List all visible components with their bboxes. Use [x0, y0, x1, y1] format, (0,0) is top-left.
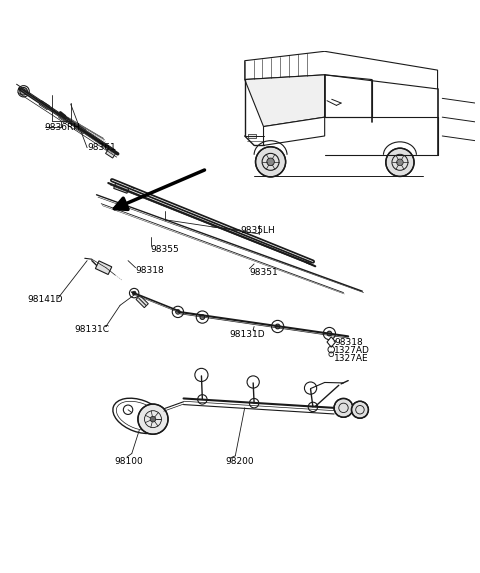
Ellipse shape — [116, 401, 161, 430]
Text: 98141D: 98141D — [27, 295, 63, 304]
Circle shape — [20, 88, 27, 95]
Circle shape — [386, 148, 414, 176]
Text: 1327AE: 1327AE — [334, 354, 369, 363]
Circle shape — [396, 159, 403, 166]
Text: 98361: 98361 — [87, 143, 116, 152]
Text: 98200: 98200 — [225, 457, 253, 466]
Circle shape — [132, 291, 136, 295]
Circle shape — [150, 417, 156, 422]
Text: 98351: 98351 — [250, 268, 278, 277]
Bar — [136, 296, 148, 308]
Bar — [106, 149, 116, 158]
Text: 98131D: 98131D — [229, 330, 265, 339]
Text: 98318: 98318 — [334, 339, 363, 347]
Ellipse shape — [113, 398, 165, 434]
Circle shape — [138, 404, 168, 434]
Polygon shape — [245, 52, 438, 89]
Bar — [39, 101, 49, 109]
Circle shape — [351, 401, 369, 418]
Circle shape — [334, 398, 353, 417]
Circle shape — [200, 315, 204, 319]
Text: 98318: 98318 — [135, 266, 164, 275]
Polygon shape — [264, 117, 324, 146]
Polygon shape — [327, 337, 336, 347]
Text: 98131C: 98131C — [74, 325, 109, 334]
Circle shape — [276, 324, 280, 329]
Text: 98355: 98355 — [151, 245, 180, 254]
Bar — [59, 113, 69, 123]
Text: 9836RH: 9836RH — [45, 123, 81, 132]
Polygon shape — [245, 75, 324, 127]
Bar — [248, 134, 256, 138]
Circle shape — [327, 331, 332, 336]
Bar — [114, 182, 129, 193]
Text: 1327AD: 1327AD — [334, 347, 370, 355]
Text: 98100: 98100 — [114, 457, 143, 466]
Circle shape — [176, 309, 180, 314]
Bar — [96, 261, 112, 274]
Bar — [75, 125, 86, 134]
Circle shape — [255, 147, 286, 177]
Text: 9835LH: 9835LH — [240, 226, 275, 236]
Circle shape — [267, 158, 275, 166]
